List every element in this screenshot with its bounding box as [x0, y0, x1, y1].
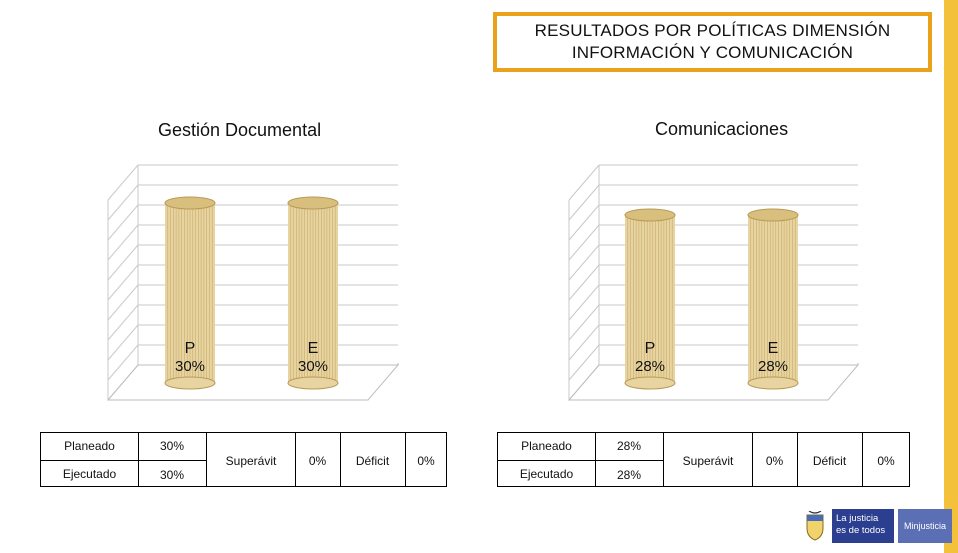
gridline-side [568, 204, 600, 241]
gridline-side [568, 344, 600, 381]
superavit-label: Superávit [682, 454, 734, 468]
gridline-side [568, 184, 600, 221]
planeado-label: Planeado [64, 439, 115, 453]
deficit-label: Déficit [812, 454, 847, 468]
cylinder-base [747, 376, 799, 390]
gridline-side [568, 264, 600, 301]
superavit-label: Superávit [225, 454, 277, 468]
cylinder-top [747, 208, 799, 222]
gridline-side [107, 244, 139, 281]
gridline-side [107, 264, 139, 301]
cylinder-top [624, 208, 676, 222]
planeado-value: 30% [159, 439, 185, 453]
ejecutado-value: 28% [616, 468, 642, 482]
gridline-side [568, 324, 600, 361]
ministry-name: Minjusticia [898, 509, 952, 543]
bar-category-label: E [768, 340, 779, 357]
gridline-side [107, 224, 139, 261]
deficit-value-box-1: 0% [405, 432, 447, 487]
slide-title-line1: RESULTADOS POR POLÍTICAS DIMENSIÓN [534, 21, 891, 40]
brand-line1: La justicia [836, 513, 879, 524]
superavit-value: 0% [308, 454, 327, 468]
chart-floor [567, 364, 860, 401]
gridline-side [107, 304, 139, 341]
cylinder-base [624, 376, 676, 390]
summary-table-comunicaciones: Planeado 28% Ejecutado 28% [497, 432, 664, 487]
gridline-side [107, 164, 139, 201]
bar-value-label: 28% [635, 358, 665, 375]
gridline-side [107, 284, 139, 321]
chart-title-comunicaciones: Comunicaciones [655, 119, 789, 139]
right-accent-stripe [944, 0, 958, 553]
superavit-value: 0% [765, 454, 784, 468]
bar-category-label: P [185, 340, 196, 357]
bar-value-label: 30% [298, 358, 328, 375]
minjusticia-logo: La justicia es de todos Minjusticia [796, 505, 952, 547]
summary-table-gestion-documental: Planeado 30% Ejecutado 30% [40, 432, 207, 487]
slide-title-box: RESULTADOS POR POLÍTICAS DIMENSIÓN INFOR… [493, 12, 932, 72]
cylinder-top [164, 196, 216, 210]
ejecutado-label: Ejecutado [62, 467, 117, 481]
gridline-side [107, 324, 139, 361]
gridline-side [107, 204, 139, 241]
deficit-value: 0% [877, 454, 895, 468]
planeado-label: Planeado [521, 439, 572, 453]
gridline-side [568, 164, 600, 201]
bar-category-label: E [308, 340, 319, 357]
cylinder-top [287, 196, 339, 210]
colombia-shield-icon [806, 511, 824, 541]
bar-value-label: 28% [758, 358, 788, 375]
ejecutado-label: Ejecutado [519, 467, 574, 481]
ejecutado-value: 30% [159, 468, 185, 482]
chart-title-gestion-documental: Gestión Documental [158, 120, 322, 140]
chart-floor [106, 364, 400, 401]
slide-title-line2: INFORMACIÓN Y COMUNICACIÓN [571, 43, 854, 62]
variance-table-gestion-documental: Superávit 0% Déficit [206, 432, 406, 487]
bar-category-label: P [645, 340, 656, 357]
deficit-label: Déficit [355, 454, 390, 468]
gridline-side [568, 224, 600, 261]
gridline-side [107, 344, 139, 381]
deficit-value: 0% [417, 454, 435, 468]
bar-value-label: 30% [175, 358, 205, 375]
gridline-side [568, 284, 600, 321]
cylinder-base [287, 376, 339, 390]
brand-block: La justicia es de todos [832, 509, 894, 543]
variance-table-comunicaciones: Superávit 0% Déficit [663, 432, 863, 487]
planeado-value: 28% [616, 439, 642, 453]
gridline-side [568, 304, 600, 341]
deficit-value-box-2: 0% [862, 432, 910, 487]
brand-line2: es de todos [836, 525, 886, 536]
gridline-side [568, 244, 600, 281]
cylinder-base [164, 376, 216, 390]
gridline-side [107, 184, 139, 221]
